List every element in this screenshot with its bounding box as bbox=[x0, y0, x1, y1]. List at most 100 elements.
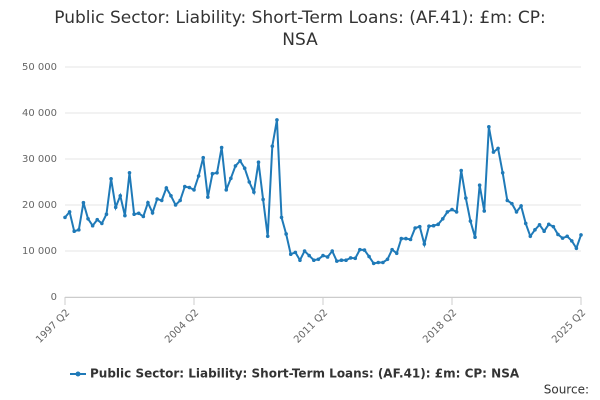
data-point bbox=[542, 229, 546, 234]
data-point bbox=[556, 232, 560, 237]
data-point bbox=[284, 232, 288, 236]
data-point bbox=[436, 222, 440, 227]
data-point bbox=[118, 194, 123, 198]
data-point bbox=[224, 188, 229, 192]
data-point bbox=[159, 198, 164, 203]
data-point bbox=[256, 160, 261, 165]
data-point bbox=[178, 198, 182, 203]
data-point bbox=[238, 159, 242, 163]
data-point bbox=[473, 235, 477, 239]
data-point bbox=[72, 229, 77, 234]
x-tick-label: 2004 Q2 bbox=[163, 307, 201, 345]
data-point bbox=[514, 210, 519, 214]
data-point bbox=[500, 171, 505, 175]
data-point bbox=[505, 198, 510, 203]
legend-marker bbox=[75, 371, 81, 377]
data-point bbox=[104, 212, 109, 216]
data-point bbox=[173, 203, 178, 207]
data-point bbox=[574, 246, 579, 251]
data-point bbox=[169, 194, 173, 198]
data-point bbox=[275, 118, 279, 122]
x-tick-label: 1997 Q2 bbox=[34, 307, 72, 345]
data-point bbox=[413, 226, 417, 230]
data-point bbox=[528, 234, 533, 239]
data-point bbox=[519, 204, 523, 208]
data-point bbox=[381, 260, 385, 265]
data-point bbox=[491, 150, 496, 154]
data-point bbox=[100, 221, 104, 226]
data-point bbox=[182, 184, 187, 189]
chart-title: Public Sector: Liability: Short-Term Loa… bbox=[54, 8, 545, 50]
data-point bbox=[371, 261, 376, 266]
data-point bbox=[109, 176, 113, 181]
data-point bbox=[546, 222, 551, 227]
data-point bbox=[339, 258, 344, 263]
data-point bbox=[523, 221, 528, 226]
data-point bbox=[265, 234, 270, 239]
data-point bbox=[440, 217, 445, 221]
data-point bbox=[385, 257, 390, 262]
data-point bbox=[335, 259, 339, 263]
data-point bbox=[551, 224, 556, 229]
data-point bbox=[127, 171, 132, 175]
data-point bbox=[399, 236, 404, 241]
data-point bbox=[67, 210, 72, 214]
data-point bbox=[431, 223, 436, 228]
data-point bbox=[464, 196, 468, 200]
data-point bbox=[445, 210, 450, 214]
data-point bbox=[487, 125, 491, 129]
data-point bbox=[417, 224, 422, 229]
data-point bbox=[77, 228, 81, 232]
data-point bbox=[330, 249, 335, 253]
data-point bbox=[252, 190, 256, 194]
data-point bbox=[81, 200, 86, 205]
legend: Public Sector: Liability: Short-Term Loa… bbox=[70, 367, 520, 381]
data-point bbox=[404, 236, 408, 241]
data-point bbox=[302, 249, 307, 253]
data-point bbox=[408, 237, 413, 242]
x-tick-label: 2018 Q2 bbox=[421, 307, 459, 345]
data-point bbox=[344, 258, 348, 263]
data-point bbox=[164, 186, 169, 190]
y-tick-label: 50 000 bbox=[22, 62, 57, 73]
data-point bbox=[537, 222, 542, 227]
data-point bbox=[123, 213, 127, 218]
data-point bbox=[90, 223, 95, 228]
data-point bbox=[242, 166, 247, 170]
data-point bbox=[468, 219, 473, 223]
data-point bbox=[192, 188, 196, 192]
data-point bbox=[113, 205, 118, 210]
data-point bbox=[136, 211, 141, 216]
data-point bbox=[376, 260, 381, 265]
data-point bbox=[390, 247, 394, 252]
data-point bbox=[233, 164, 238, 168]
data-point bbox=[247, 180, 252, 184]
data-point bbox=[219, 145, 224, 150]
data-point bbox=[261, 197, 265, 202]
data-point bbox=[422, 242, 427, 246]
y-tick-label: 40 000 bbox=[22, 108, 57, 119]
data-point bbox=[201, 155, 206, 160]
data-point bbox=[298, 258, 302, 263]
data-point bbox=[270, 144, 275, 148]
data-point bbox=[367, 254, 371, 259]
data-point bbox=[510, 201, 514, 206]
data-point bbox=[210, 171, 215, 176]
x-tick-label: 2025 Q2 bbox=[550, 307, 588, 345]
y-tick-label: 30 000 bbox=[22, 154, 57, 165]
data-point bbox=[307, 253, 311, 258]
data-point bbox=[450, 207, 454, 212]
data-point bbox=[141, 214, 146, 219]
data-point bbox=[316, 257, 321, 262]
data-point bbox=[146, 200, 150, 205]
data-line bbox=[64, 119, 582, 265]
data-point bbox=[325, 255, 330, 259]
data-point bbox=[95, 217, 100, 222]
source-label: Source: bbox=[544, 383, 589, 397]
data-point bbox=[293, 250, 298, 255]
data-point bbox=[362, 248, 367, 252]
data-point bbox=[454, 210, 459, 214]
data-point bbox=[279, 215, 284, 220]
